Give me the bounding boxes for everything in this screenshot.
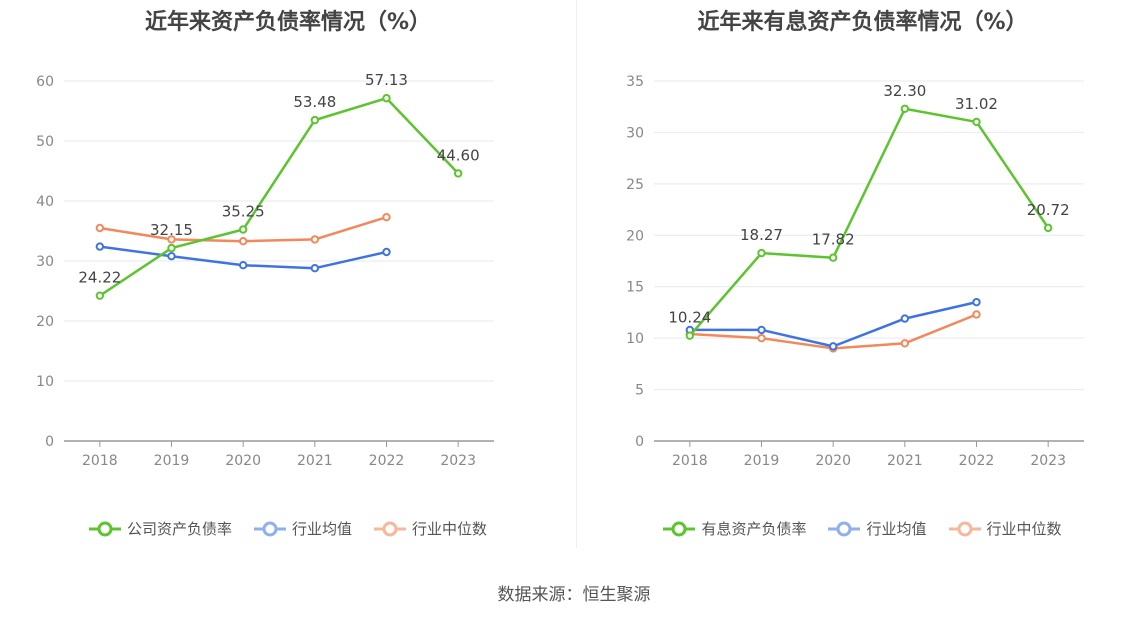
y-tick-label: 25: [626, 177, 644, 193]
data-point: [382, 213, 391, 222]
y-tick-label: 10: [36, 374, 54, 390]
data-point: [757, 325, 766, 335]
data-point: [900, 314, 910, 323]
y-tick-label: 0: [45, 434, 54, 450]
line-chart: 0 10 20 30 40 50 60 2018 2019 2020 2021 2022 2023 24.…: [36, 71, 494, 469]
data-label: 31.02: [955, 95, 998, 113]
legend-label: 行业中位数: [986, 520, 1062, 538]
data-point: [382, 247, 391, 257]
series-line: [99, 96, 460, 297]
data-label: 32.15: [150, 221, 193, 239]
data-point: [95, 291, 105, 300]
x-tick-label: 2022: [959, 453, 995, 469]
x-tick-label: 2019: [744, 453, 780, 469]
x-tick-label: 2021: [887, 453, 923, 469]
data-point: [95, 242, 105, 251]
data-label: 18.27: [740, 226, 783, 244]
legend-item-company[interactable]: 公司资产负债率: [88, 518, 232, 539]
y-tick-label: 50: [36, 134, 54, 150]
data-point: [757, 333, 766, 343]
data-point: [828, 342, 838, 351]
data-label: 10.24: [668, 309, 711, 327]
legend-marker-green-icon: [88, 521, 121, 536]
series-line: [689, 300, 977, 348]
data-source-label: 数据来源：恒生聚源: [497, 585, 651, 605]
data-point: [972, 310, 981, 319]
data-label: 17.82: [812, 231, 855, 249]
x-tick-label: 2019: [154, 453, 190, 469]
data-point: [167, 243, 176, 253]
legend-marker-blue-icon: [253, 521, 286, 536]
series-line: [688, 107, 1050, 337]
y-tick-label: 10: [626, 331, 644, 347]
legend-label: 行业中位数: [412, 520, 488, 538]
legend-marker-orange-icon: [374, 521, 406, 536]
data-point: [828, 253, 838, 262]
data-label: 24.22: [78, 269, 121, 287]
data-point: [1043, 223, 1053, 233]
data-label: 20.72: [1027, 201, 1070, 219]
data-point: [900, 104, 910, 113]
chart-title: 近年来有息资产负债率情况（%）: [697, 10, 1028, 35]
data-point: [453, 169, 463, 178]
panel-divider: [576, 0, 577, 548]
legend-label: 公司资产负债率: [126, 520, 232, 538]
y-tick-label: 20: [626, 228, 644, 244]
x-tick-label: 2021: [297, 453, 333, 469]
chart-legend: 公司资产负债率 行业均值 行业中位数: [0, 518, 576, 539]
y-tick-label: 30: [36, 254, 54, 270]
data-point: [95, 223, 105, 233]
x-tick-label: 2020: [225, 453, 261, 469]
data-point: [757, 248, 766, 258]
y-tick-label: 60: [36, 74, 54, 90]
data-point: [310, 235, 320, 244]
data-label: 44.60: [437, 146, 480, 164]
legend-marker-orange-icon: [948, 521, 981, 536]
data-point: [310, 264, 320, 273]
data-point: [167, 252, 176, 261]
data-point: [972, 297, 981, 307]
data-label: 35.25: [222, 203, 265, 221]
legend-marker-green-icon: [663, 521, 696, 536]
legend-label: 有息资产负债率: [701, 520, 807, 538]
x-tick-label: 2018: [82, 453, 118, 469]
data-point: [167, 235, 176, 244]
data-point: [900, 339, 910, 348]
chart-legend: 有息资产负债率 行业均值 行业中位数: [577, 518, 1148, 539]
data-label: 57.13: [365, 71, 408, 89]
data-point: [310, 115, 320, 125]
legend-item-industry-avg[interactable]: 行业均值: [253, 518, 352, 539]
data-point: [972, 117, 981, 127]
x-tick-label: 2023: [440, 453, 476, 469]
data-point: [238, 261, 248, 270]
x-tick-label: 2018: [672, 453, 708, 469]
chart-title: 近年来资产负债率情况（%）: [144, 10, 432, 35]
x-tick-label: 2023: [1030, 453, 1066, 469]
legend-label: 行业均值: [291, 520, 352, 538]
y-tick-label: 40: [36, 194, 54, 210]
data-point: [382, 94, 391, 103]
right-chart-panel: 近年来有息资产负债率情况（%） 0 5 10 15 20 25 30 35 2018 2019 20…: [577, 0, 1148, 560]
y-tick-label: 20: [36, 314, 54, 330]
y-tick-label: 15: [626, 280, 644, 296]
data-label: 53.48: [293, 93, 336, 111]
y-tick-label: 30: [626, 125, 644, 141]
x-tick-label: 2022: [369, 453, 405, 469]
legend-item-company[interactable]: 有息资产负债率: [663, 518, 806, 539]
y-tick-label: 0: [635, 434, 644, 450]
data-point: [238, 225, 248, 234]
data-point: [685, 331, 695, 340]
data-point: [238, 237, 248, 246]
legend-item-industry-median[interactable]: 行业中位数: [948, 518, 1062, 539]
y-tick-label: 5: [635, 383, 644, 399]
line-chart: 0 5 10 15 20 25 30 35 2018 2019 2020 2021 2022 2023 10…: [626, 74, 1084, 469]
legend-label: 行业均值: [866, 520, 927, 538]
data-label: 32.30: [883, 82, 926, 100]
left-chart-panel: 近年来资产负债率情况（%） 0 10 20 30 40 50 60 2018 2019 2020 2…: [0, 0, 576, 560]
x-tick-label: 2020: [815, 453, 851, 469]
y-tick-label: 35: [626, 74, 644, 90]
legend-item-industry-median[interactable]: 行业中位数: [374, 518, 487, 539]
legend-marker-blue-icon: [828, 521, 861, 536]
legend-item-industry-avg[interactable]: 行业均值: [828, 518, 927, 539]
